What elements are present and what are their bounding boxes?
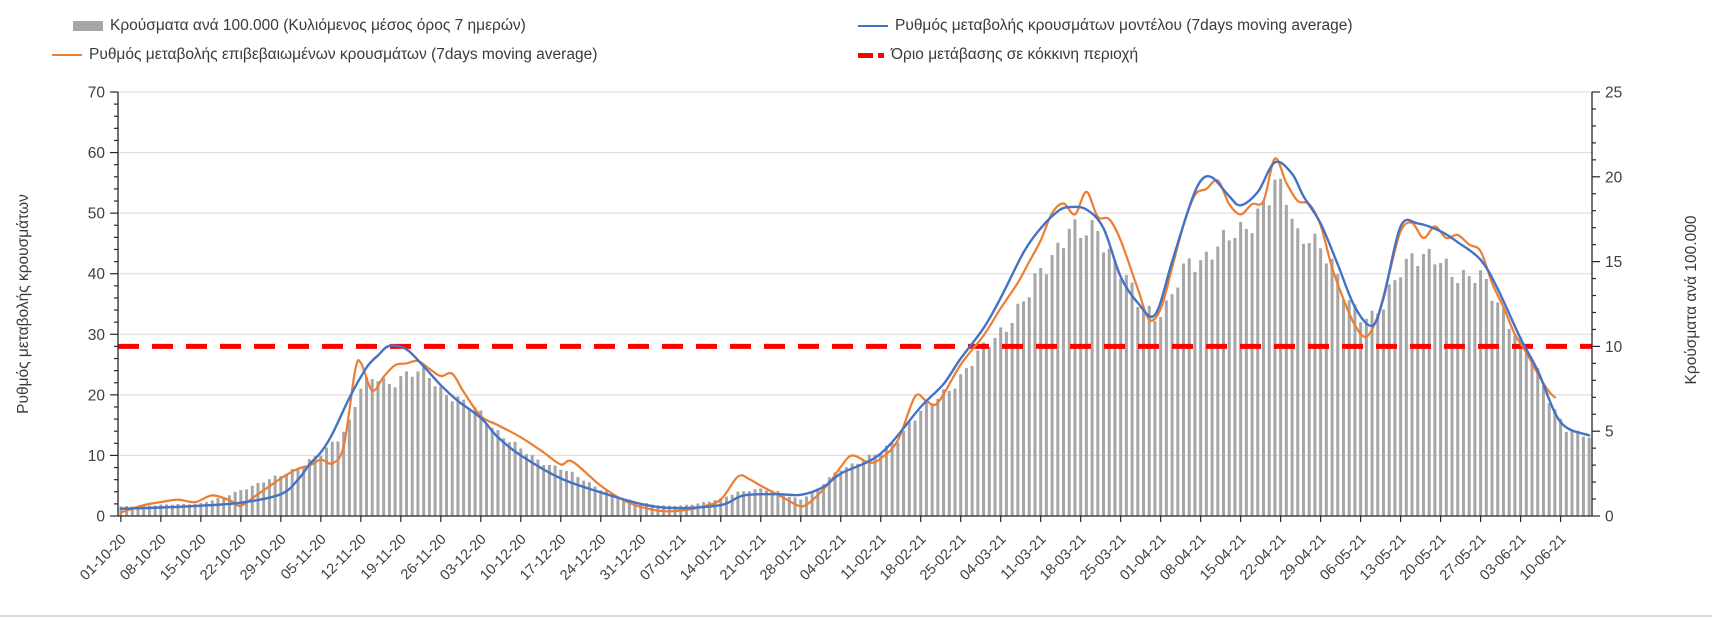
legend-item-threshold: Όριο μετάβασης σε κόκκινη περιοχή [858, 46, 1138, 64]
svg-text:5: 5 [1605, 424, 1614, 441]
bottom-divider [0, 615, 1712, 617]
model-line-legend-swatch [858, 24, 888, 28]
svg-text:20: 20 [1605, 169, 1623, 186]
svg-text:70: 70 [88, 85, 106, 102]
confirmed-line-legend-swatch [52, 53, 82, 57]
svg-text:25: 25 [1605, 85, 1622, 102]
svg-text:60: 60 [88, 145, 106, 162]
svg-text:30: 30 [88, 327, 106, 344]
svg-text:0: 0 [96, 509, 105, 526]
cases-bars-legend-swatch [73, 21, 103, 31]
threshold-legend-swatch [858, 52, 884, 58]
svg-text:40: 40 [88, 266, 106, 283]
svg-text:20: 20 [88, 387, 106, 404]
svg-text:15: 15 [1605, 254, 1622, 271]
confirmed-line-legend-label: Ρυθμός μεταβολής επιβεβαιωμένων κρουσμάτ… [89, 46, 598, 63]
threshold-legend-label: Όριο μετάβασης σε κόκκινη περιοχή [891, 46, 1139, 63]
svg-text:10: 10 [1605, 339, 1623, 356]
model-line-legend-label: Ρυθμός μεταβολής κρουσμάτων μοντέλου (7d… [895, 17, 1353, 34]
legend-item-cases-bars: Κρούσματα ανά 100.000 (Κυλιόμενος μέσος … [73, 17, 526, 35]
svg-text:10: 10 [88, 448, 106, 465]
cases-bars-legend-label: Κρούσματα ανά 100.000 (Κυλιόμενος μέσος … [110, 17, 526, 34]
svg-text:50: 50 [88, 206, 106, 223]
legend-item-confirmed-line: Ρυθμός μεταβολής επιβεβαιωμένων κρουσμάτ… [52, 46, 597, 64]
legend-item-model-line: Ρυθμός μεταβολής κρουσμάτων μοντέλου (7d… [858, 17, 1353, 35]
svg-text:0: 0 [1605, 509, 1614, 526]
